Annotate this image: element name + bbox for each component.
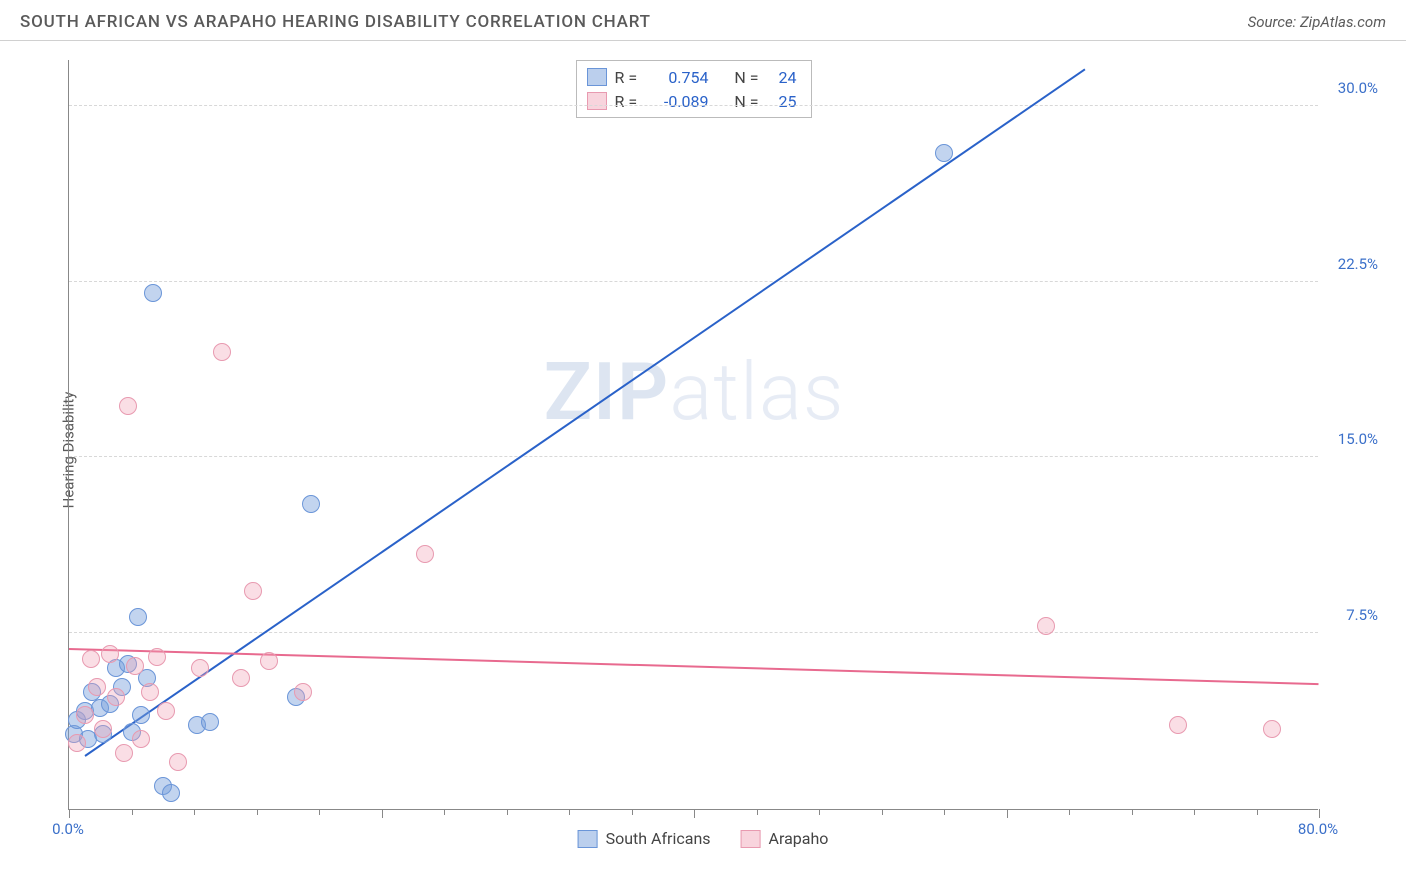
x-tick xyxy=(1069,809,1070,815)
x-tick xyxy=(444,809,445,815)
x-tick xyxy=(694,809,695,818)
swatch-pink-icon xyxy=(741,830,761,848)
data-point xyxy=(244,582,262,600)
data-point xyxy=(144,284,162,302)
swatch-blue-icon xyxy=(578,830,598,848)
watermark: ZIPatlas xyxy=(544,345,845,439)
data-point xyxy=(129,608,147,626)
data-point xyxy=(132,730,150,748)
legend-label: South Africans xyxy=(606,829,711,848)
data-point xyxy=(232,669,250,687)
x-tick xyxy=(132,809,133,815)
correlation-legend: R = 0.754 N = 24 R = -0.089 N = 25 xyxy=(576,60,812,118)
x-tick xyxy=(507,809,508,815)
swatch-blue-icon xyxy=(587,68,607,86)
data-point xyxy=(101,645,119,663)
data-point xyxy=(1169,716,1187,734)
data-point xyxy=(294,683,312,701)
data-point xyxy=(82,650,100,668)
data-point xyxy=(157,702,175,720)
data-point xyxy=(1263,720,1281,738)
page-title: SOUTH AFRICAN VS ARAPAHO HEARING DISABIL… xyxy=(20,12,651,32)
data-point xyxy=(416,545,434,563)
data-point xyxy=(68,734,86,752)
data-point xyxy=(935,144,953,162)
data-point xyxy=(88,678,106,696)
data-point xyxy=(302,495,320,513)
data-point xyxy=(94,720,112,738)
x-tick xyxy=(1007,809,1008,818)
trend-line-pink xyxy=(69,648,1319,685)
y-tick-label: 30.0% xyxy=(1323,79,1378,97)
gridline xyxy=(69,281,1318,282)
x-tick xyxy=(1319,809,1320,818)
legend-item-blue: South Africans xyxy=(578,829,711,848)
x-tick xyxy=(319,809,320,815)
data-point xyxy=(119,397,137,415)
gridline xyxy=(69,105,1318,106)
y-tick-label: 22.5% xyxy=(1323,255,1378,273)
data-point xyxy=(213,343,231,361)
data-point xyxy=(148,648,166,666)
data-point xyxy=(107,688,125,706)
x-tick xyxy=(569,809,570,815)
source-label: Source: ZipAtlas.com xyxy=(1248,13,1386,31)
gridline xyxy=(69,632,1318,633)
plot-area: ZIPatlas R = 0.754 N = 24 R = -0.089 N =… xyxy=(68,60,1318,810)
series-legend: South Africans Arapaho xyxy=(578,829,829,848)
x-tick xyxy=(819,809,820,815)
chart-container: Hearing Disability ZIPatlas R = 0.754 N … xyxy=(20,50,1386,850)
legend-row-pink: R = -0.089 N = 25 xyxy=(587,89,797,113)
legend-item-pink: Arapaho xyxy=(741,829,829,848)
data-point xyxy=(169,753,187,771)
x-tick xyxy=(69,809,70,818)
x-tick xyxy=(757,809,758,815)
x-tick xyxy=(194,809,195,815)
data-point xyxy=(201,713,219,731)
legend-label: Arapaho xyxy=(769,829,829,848)
data-point xyxy=(191,659,209,677)
x-tick xyxy=(1132,809,1133,815)
gridline xyxy=(69,456,1318,457)
x-tick xyxy=(382,809,383,818)
x-tick xyxy=(257,809,258,815)
x-tick xyxy=(882,809,883,815)
x-tick xyxy=(944,809,945,815)
x-tick-label: 80.0% xyxy=(1298,820,1338,838)
x-tick xyxy=(1257,809,1258,815)
data-point xyxy=(1037,617,1055,635)
data-point xyxy=(162,784,180,802)
data-point xyxy=(260,652,278,670)
x-tick xyxy=(1194,809,1195,815)
data-point xyxy=(132,706,150,724)
legend-row-blue: R = 0.754 N = 24 xyxy=(587,65,797,89)
x-tick xyxy=(632,809,633,815)
data-point xyxy=(141,683,159,701)
y-tick-label: 15.0% xyxy=(1323,430,1378,448)
data-point xyxy=(115,744,133,762)
data-point xyxy=(76,706,94,724)
swatch-pink-icon xyxy=(587,92,607,110)
x-tick-label: 0.0% xyxy=(52,820,84,838)
y-tick-label: 7.5% xyxy=(1323,606,1378,624)
data-point xyxy=(126,657,144,675)
